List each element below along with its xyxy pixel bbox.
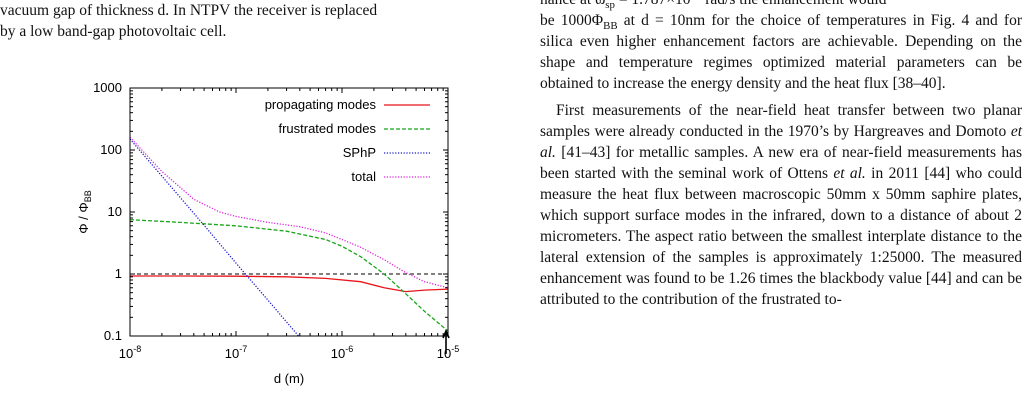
y-tick-label: 100 xyxy=(100,142,122,157)
x-axis-label: d (m) xyxy=(274,371,304,386)
y-axis-label: Φ / ΦBB xyxy=(76,190,93,234)
x-tick-label: 10-6 xyxy=(331,344,353,361)
left-column-text: vacuum gap of thickness d. In NTPV the r… xyxy=(0,0,500,42)
legend-label: SPhP xyxy=(343,145,376,160)
series-line-propagating-modes xyxy=(130,275,448,293)
axis-ticks: 10-8 10-7 10-6 10-5 0.1 1 10 100 1000 xyxy=(93,80,459,361)
series-layer xyxy=(130,136,448,336)
arrow-marker xyxy=(442,328,450,354)
figure-plot: 10-8 10-7 10-6 10-5 0.1 1 10 100 1000 propagatin… xyxy=(76,80,459,386)
series-line-sphp xyxy=(130,138,300,336)
legend: propagating modes frustrated modes SPhP tot… xyxy=(265,97,430,184)
legend-label: propagating modes xyxy=(265,97,377,112)
y-tick-label: 10 xyxy=(108,204,122,219)
paragraph-measurements: First measurements of the near-field hea… xyxy=(540,102,1023,308)
paragraph-continued-2: be 1000ΦBB at d = 10nm for the choice of… xyxy=(540,12,1022,92)
x-tick-label: 10-5 xyxy=(437,344,459,361)
right-column-text: nance at ωsp = 1.787×1013 rad/s the enha… xyxy=(540,0,1022,310)
x-tick-label: 10-7 xyxy=(225,344,247,361)
legend-label: total xyxy=(351,169,376,184)
text-line: by a low band-gap photovoltaic cell. xyxy=(0,23,227,40)
y-tick-label: 1000 xyxy=(93,80,122,95)
paragraph-continued: nance at ωsp = 1.787×1013 rad/s the enha… xyxy=(540,0,886,12)
y-tick-label: 0.1 xyxy=(104,328,122,343)
text-line: vacuum gap of thickness d. In NTPV the r… xyxy=(0,2,378,19)
legend-label: frustrated modes xyxy=(278,121,376,136)
x-tick-label: 10-8 xyxy=(119,344,141,361)
series-line-frustrated-modes xyxy=(130,219,448,332)
series-line-total xyxy=(130,136,448,289)
y-tick-label: 1 xyxy=(115,266,122,281)
